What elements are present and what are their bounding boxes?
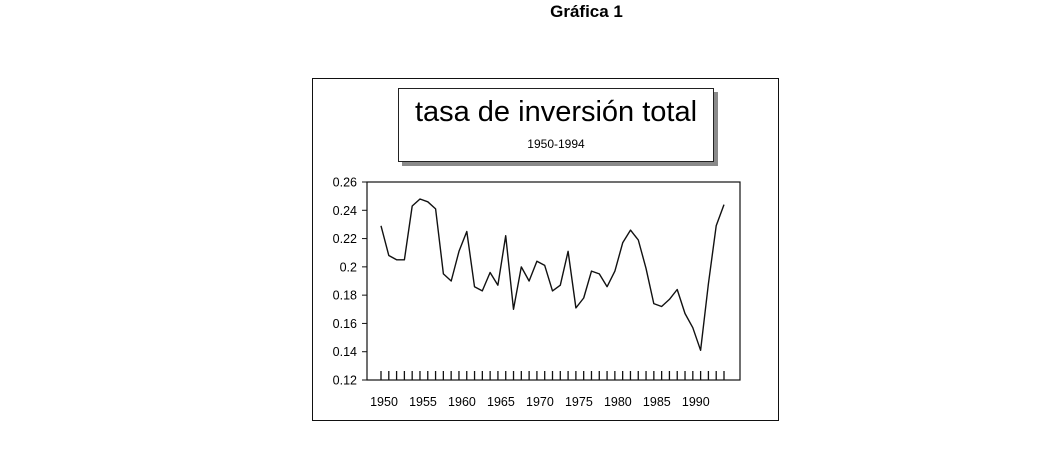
chart-frame [312,78,779,421]
x-tick-label: 1975 [565,395,593,409]
plot-border [366,181,741,381]
series-line [380,198,725,351]
y-tick-label: 0.12 [333,374,357,388]
chart-subtitle: 1950-1994 [527,137,585,151]
chart-title: tasa de inversión total [414,96,698,128]
x-tick-label: 1985 [643,395,671,409]
x-tick-label: 1970 [526,395,554,409]
y-tick-label: 0.18 [333,289,357,303]
x-tick-label: 1980 [604,395,632,409]
y-tick-label: 0.14 [333,345,357,359]
x-tick-label: 1950 [370,395,398,409]
y-tick-label: 0.24 [333,204,357,218]
chart-title-box: tasa de inversión total 1950-1994 [398,88,714,162]
page-title: Gráfica 1 [550,2,623,21]
x-tick-label: 1990 [682,395,710,409]
y-tick-label: 0.2 [340,260,357,274]
x-axis-ticks: 1950 1955 1960 1965 1970 1975 1980 1985 1990 [370,371,725,409]
y-tick-label: 0.16 [333,317,357,331]
x-tick-label: 1965 [487,395,515,409]
x-tick-label: 1960 [448,395,476,409]
y-axis-ticks: 0.26 0.24 0.22 0.2 0.18 0.16 0.14 0.12 [333,176,367,388]
y-tick-label: 0.22 [333,232,357,246]
y-tick-label: 0.26 [333,176,357,190]
plot-area [366,181,741,381]
x-tick-label: 1955 [409,395,437,409]
series-group [380,198,725,351]
